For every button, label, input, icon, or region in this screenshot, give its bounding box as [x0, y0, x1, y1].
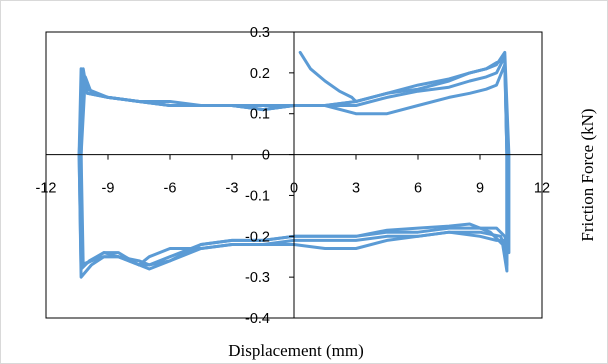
- y-tick-label: 0.3: [250, 25, 270, 41]
- x-tick-label: 6: [414, 181, 422, 197]
- x-tick-label: 3: [352, 181, 360, 197]
- y-tick-label: 0: [262, 148, 270, 164]
- x-tick-label: 0: [290, 181, 298, 197]
- x-tick-label: -6: [164, 181, 177, 197]
- ticks-layer: -12 -9 -6 -3 0 3 6 9 12 0.3 0.2 0.1 0 -0.1 -0.2 -0.3 -0.…: [36, 25, 551, 327]
- x-axis-title: Displacement (mm): [228, 341, 364, 360]
- series-line-5: [79, 63, 509, 267]
- x-tick-label: -3: [226, 181, 239, 197]
- y-axis-title: Friction Force (kN): [578, 108, 597, 241]
- y-tick-label: -0.1: [245, 188, 270, 204]
- series-layer: [77, 50, 511, 279]
- y-tick-label: -0.2: [245, 229, 270, 245]
- series-line-1: [298, 50, 358, 103]
- series-line-4: [79, 50, 511, 271]
- y-tick-label: 0.2: [250, 66, 270, 82]
- x-tick-label: -12: [36, 181, 57, 197]
- y-tick-label: -0.3: [245, 270, 270, 286]
- x-tick-label: -9: [102, 181, 115, 197]
- x-tick-label: 12: [534, 181, 550, 197]
- y-tick-label: 0.1: [250, 107, 270, 123]
- y-tick-label: -0.4: [245, 311, 270, 327]
- x-tick-label: 9: [476, 181, 484, 197]
